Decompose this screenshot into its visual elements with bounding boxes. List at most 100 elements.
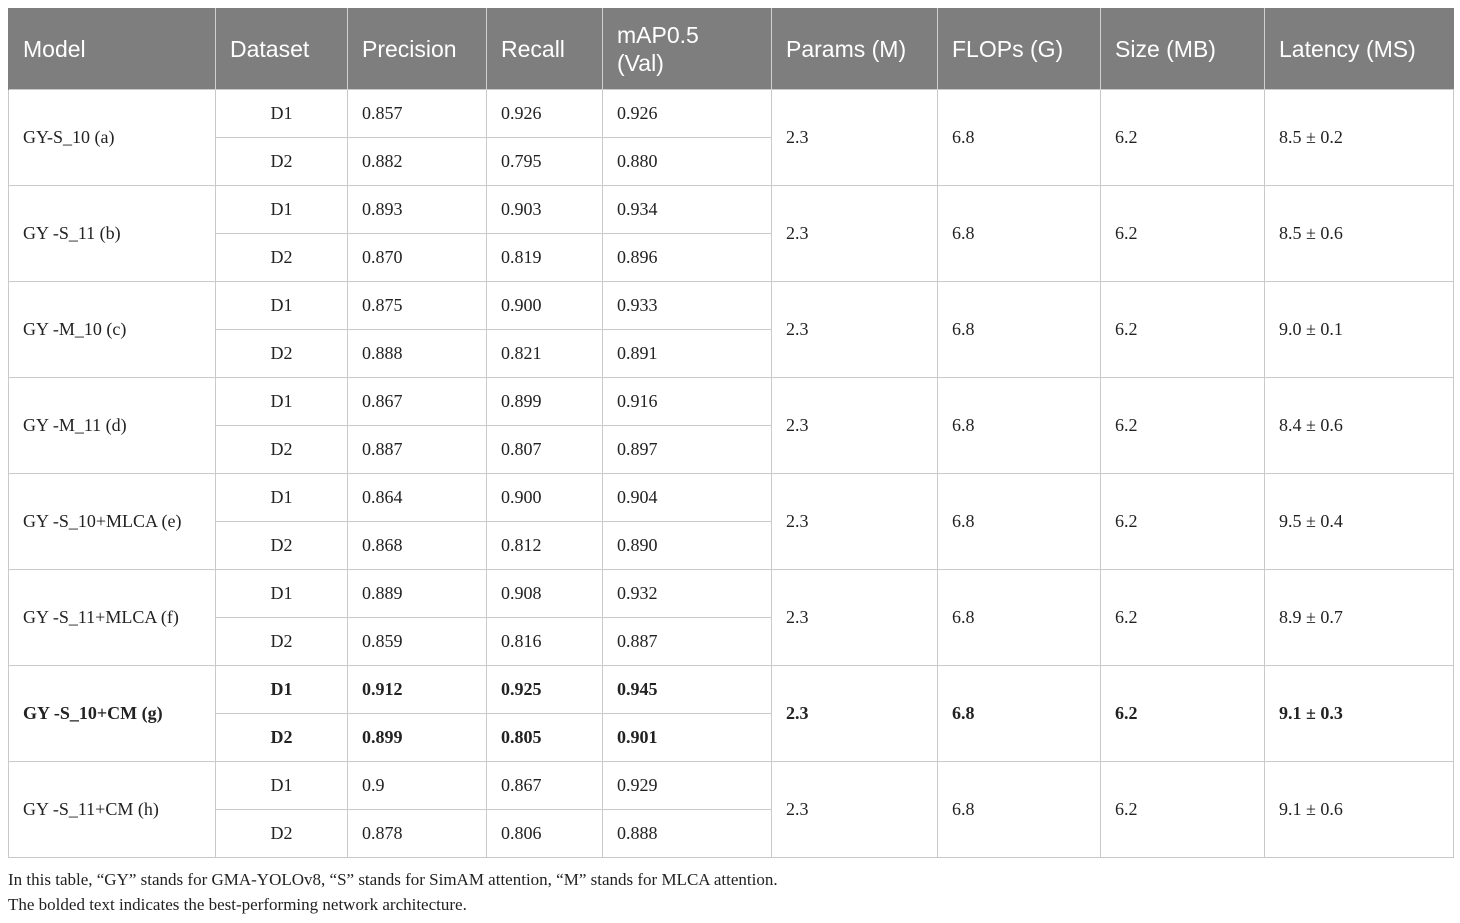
- recall-cell: 0.867: [486, 761, 603, 810]
- latency-cell: 8.4 ± 0.6: [1264, 377, 1454, 474]
- recall-cell: 0.795: [486, 137, 603, 186]
- results-table: Model Dataset Precision Recall mAP0.5 (V…: [8, 8, 1454, 858]
- recall-cell: 0.903: [486, 185, 603, 234]
- model-name-cell: GY-S_10 (a): [8, 89, 216, 186]
- model-name-cell: GY -S_10+MLCA (e): [8, 473, 216, 570]
- map-cell: 0.945: [602, 665, 772, 714]
- dataset-cell: D1: [215, 377, 348, 426]
- dataset-cell: D1: [215, 89, 348, 138]
- table-row: GY-S_10 (a) D1 0.857 0.926 0.926 2.3 6.8 6.2 8.5…: [8, 89, 1454, 186]
- table-row: D2 0.859 0.816 0.887: [9, 617, 1454, 666]
- map-cell: 0.890: [602, 521, 772, 570]
- table-row: GY -S_10+MLCA (e) D1 0.864 0.900 0.904 2.3 6.8…: [8, 473, 1454, 570]
- col-header-size: Size (MB): [1100, 8, 1265, 90]
- dataset-cell: D2: [215, 137, 348, 186]
- map-cell: 0.933: [602, 281, 772, 330]
- flops-cell: 6.8: [937, 377, 1101, 474]
- params-cell: 2.3: [771, 377, 938, 474]
- recall-cell: 0.900: [486, 281, 603, 330]
- col-header-map: mAP0.5 (Val): [602, 8, 772, 90]
- size-cell: 6.2: [1100, 377, 1265, 474]
- table-row: GY -S_10+CM (g) D1 0.912 0.925 0.945 2.3 6.8 6.…: [8, 665, 1454, 762]
- dataset-cell: D2: [215, 521, 348, 570]
- precision-cell: 0.888: [347, 329, 487, 378]
- params-cell: 2.3: [771, 89, 938, 186]
- map-cell: 0.926: [602, 89, 772, 138]
- dataset-cell: D2: [215, 713, 348, 762]
- dataset-cell: D2: [215, 617, 348, 666]
- flops-cell: 6.8: [937, 569, 1101, 666]
- size-cell: 6.2: [1100, 569, 1265, 666]
- precision-cell: 0.867: [347, 377, 487, 426]
- table-container: Model Dataset Precision Recall mAP0.5 (V…: [8, 8, 1454, 917]
- map-cell: 0.891: [602, 329, 772, 378]
- model-name-cell: GY -M_11 (d): [8, 377, 216, 474]
- recall-cell: 0.925: [486, 665, 603, 714]
- col-header-latency: Latency (MS): [1264, 8, 1454, 90]
- recall-cell: 0.821: [486, 329, 603, 378]
- map-cell: 0.897: [602, 425, 772, 474]
- precision-cell: 0.893: [347, 185, 487, 234]
- table-row: D2 0.878 0.806 0.888: [9, 809, 1454, 858]
- precision-cell: 0.878: [347, 809, 487, 858]
- col-header-precision: Precision: [347, 8, 487, 90]
- flops-cell: 6.8: [937, 473, 1101, 570]
- table-row: GY -M_10 (c) D1 0.875 0.900 0.933 2.3 6.8 6.2 9.…: [8, 281, 1454, 378]
- map-cell: 0.887: [602, 617, 772, 666]
- latency-cell: 8.5 ± 0.2: [1264, 89, 1454, 186]
- precision-cell: 0.889: [347, 569, 487, 618]
- dataset-cell: D2: [215, 809, 348, 858]
- latency-cell: 9.5 ± 0.4: [1264, 473, 1454, 570]
- recall-cell: 0.908: [486, 569, 603, 618]
- recall-cell: 0.819: [486, 233, 603, 282]
- latency-cell: 9.1 ± 0.6: [1264, 761, 1454, 858]
- dataset-cell: D1: [215, 281, 348, 330]
- dataset-cell: D2: [215, 233, 348, 282]
- map-cell: 0.880: [602, 137, 772, 186]
- table-row: D2 0.868 0.812 0.890: [9, 521, 1454, 570]
- precision-cell: 0.857: [347, 89, 487, 138]
- precision-cell: 0.859: [347, 617, 487, 666]
- latency-cell: 9.0 ± 0.1: [1264, 281, 1454, 378]
- dataset-cell: D1: [215, 185, 348, 234]
- table-notes: In this table, “GY” stands for GMA-YOLOv…: [8, 867, 1453, 917]
- dataset-cell: D1: [215, 761, 348, 810]
- recall-cell: 0.807: [486, 425, 603, 474]
- precision-cell: 0.870: [347, 233, 487, 282]
- map-cell: 0.901: [602, 713, 772, 762]
- recall-cell: 0.816: [486, 617, 603, 666]
- map-cell: 0.904: [602, 473, 772, 522]
- params-cell: 2.3: [771, 665, 938, 762]
- precision-cell: 0.882: [347, 137, 487, 186]
- dataset-cell: D2: [215, 329, 348, 378]
- dataset-cell: D1: [215, 569, 348, 618]
- recall-cell: 0.805: [486, 713, 603, 762]
- table-row: D2 0.887 0.807 0.897: [9, 425, 1454, 474]
- dataset-cell: D1: [215, 665, 348, 714]
- flops-cell: 6.8: [937, 185, 1101, 282]
- precision-cell: 0.864: [347, 473, 487, 522]
- col-header-params: Params (M): [771, 8, 938, 90]
- recall-cell: 0.812: [486, 521, 603, 570]
- size-cell: 6.2: [1100, 473, 1265, 570]
- table-row: D2 0.870 0.819 0.896: [9, 233, 1454, 282]
- precision-cell: 0.875: [347, 281, 487, 330]
- flops-cell: 6.8: [937, 89, 1101, 186]
- precision-cell: 0.899: [347, 713, 487, 762]
- table-row: D2 0.899 0.805 0.901: [9, 713, 1454, 762]
- size-cell: 6.2: [1100, 185, 1265, 282]
- params-cell: 2.3: [771, 281, 938, 378]
- map-cell: 0.896: [602, 233, 772, 282]
- params-cell: 2.3: [771, 761, 938, 858]
- col-header-flops: FLOPs (G): [937, 8, 1101, 90]
- table-row: GY -S_11+MLCA (f) D1 0.889 0.908 0.932 2.3 6.8…: [8, 569, 1454, 666]
- table-note: The bolded text indicates the best-perfo…: [8, 895, 467, 914]
- col-header-dataset: Dataset: [215, 8, 348, 90]
- latency-cell: 8.5 ± 0.6: [1264, 185, 1454, 282]
- flops-cell: 6.8: [937, 761, 1101, 858]
- table-body: GY-S_10 (a) D1 0.857 0.926 0.926 2.3 6.8 6.2 8.5…: [8, 89, 1454, 858]
- model-name-cell: GY -S_10+CM (g): [8, 665, 216, 762]
- table-row: D2 0.888 0.821 0.891: [9, 329, 1454, 378]
- latency-cell: 9.1 ± 0.3: [1264, 665, 1454, 762]
- recall-cell: 0.926: [486, 89, 603, 138]
